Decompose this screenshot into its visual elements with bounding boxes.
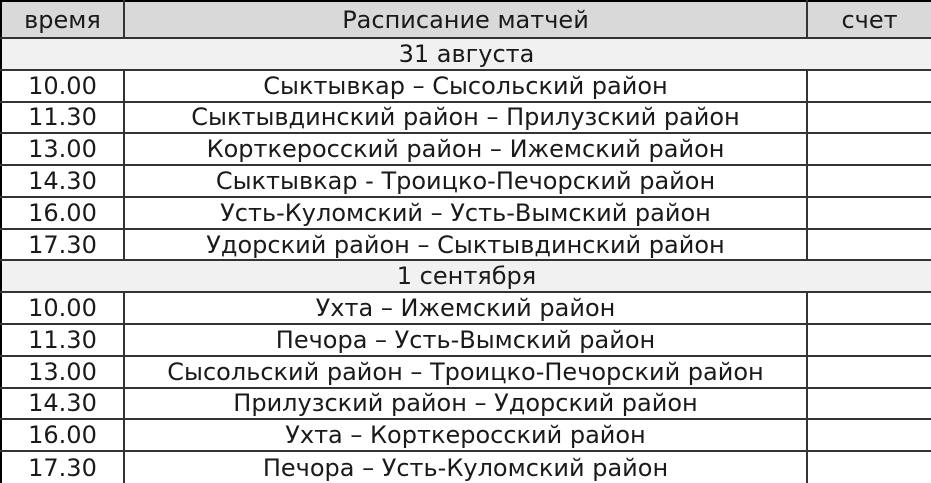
score-cell	[806, 227, 931, 262]
match-row: 11.30 Сыктывдинский район – Прилузский ра…	[0, 100, 931, 135]
match-row: 13.00 Корткеросский район – Ижемский райо…	[0, 132, 931, 167]
match-row: 13.00 Сысольский район – Троицко-Печорски…	[0, 354, 931, 389]
score-cell	[806, 450, 931, 483]
schedule-table-body: 31 августа 10.00 Сыктывкар – Сысольский ра…	[0, 37, 931, 483]
col-header-schedule: Расписание матчей	[123, 0, 808, 39]
score-cell	[806, 323, 931, 357]
match-row: 16.00 Ухта – Корткеросский район	[0, 418, 931, 453]
match-row: 14.30 Сыктывкар - Троицко-Печорский район	[0, 164, 931, 198]
match-cell: Ухта – Корткеросский район	[123, 418, 808, 453]
match-cell: Ухта – Ижемский район	[123, 291, 808, 326]
match-cell: Усть-Куломский – Усть-Вымский район	[123, 195, 808, 230]
match-row: 10.00 Сыктывкар – Сысольский район	[0, 68, 931, 103]
score-cell	[806, 132, 931, 167]
time-cell: 16.00	[0, 195, 125, 230]
time-cell: 14.30	[0, 164, 125, 198]
time-cell: 10.00	[0, 68, 125, 103]
table-header: время Расписание матчей счет	[0, 0, 931, 39]
time-cell: 11.30	[0, 323, 125, 357]
col-header-time: время	[0, 0, 125, 39]
time-cell: 17.30	[0, 450, 125, 483]
match-row: 14.30 Прилузский район – Удорский район	[0, 386, 931, 421]
time-cell: 13.00	[0, 354, 125, 389]
time-cell: 11.30	[0, 100, 125, 135]
match-row: 17.30 Удорский район – Сыктывдинский райо…	[0, 227, 931, 262]
match-cell: Сыктывдинский район – Прилузский район	[123, 100, 808, 135]
score-cell	[806, 195, 931, 230]
score-cell	[806, 386, 931, 421]
score-cell	[806, 68, 931, 103]
match-cell: Сыктывкар - Троицко-Печорский район	[123, 164, 808, 198]
score-cell	[806, 100, 931, 135]
section-date: 1 сентября	[0, 259, 931, 294]
col-header-score: счет	[806, 0, 931, 39]
section-row: 31 августа	[0, 37, 931, 71]
time-cell: 10.00	[0, 291, 125, 326]
match-cell: Прилузский район – Удорский район	[123, 386, 808, 421]
section-date: 31 августа	[0, 37, 931, 71]
time-cell: 13.00	[0, 132, 125, 167]
match-cell: Сыктывкар – Сысольский район	[123, 68, 808, 103]
score-cell	[806, 354, 931, 389]
match-cell: Удорский район – Сыктывдинский район	[123, 227, 808, 262]
match-row: 10.00 Ухта – Ижемский район	[0, 291, 931, 326]
score-cell	[806, 418, 931, 453]
time-cell: 17.30	[0, 227, 125, 262]
score-cell	[806, 291, 931, 326]
match-cell: Корткеросский район – Ижемский район	[123, 132, 808, 167]
match-row: 16.00 Усть-Куломский – Усть-Вымский район	[0, 195, 931, 230]
match-cell: Сысольский район – Троицко-Печорский рай…	[123, 354, 808, 389]
score-cell	[806, 164, 931, 198]
time-cell: 14.30	[0, 386, 125, 421]
time-cell: 16.00	[0, 418, 125, 453]
match-cell: Печора – Усть-Вымский район	[123, 323, 808, 357]
header-row: время Расписание матчей счет	[0, 0, 931, 39]
match-row: 11.30 Печора – Усть-Вымский район	[0, 323, 931, 357]
section-row: 1 сентября	[0, 259, 931, 294]
match-row: 17.30 Печора – Усть-Куломский район	[0, 450, 931, 483]
match-cell: Печора – Усть-Куломский район	[123, 450, 808, 483]
